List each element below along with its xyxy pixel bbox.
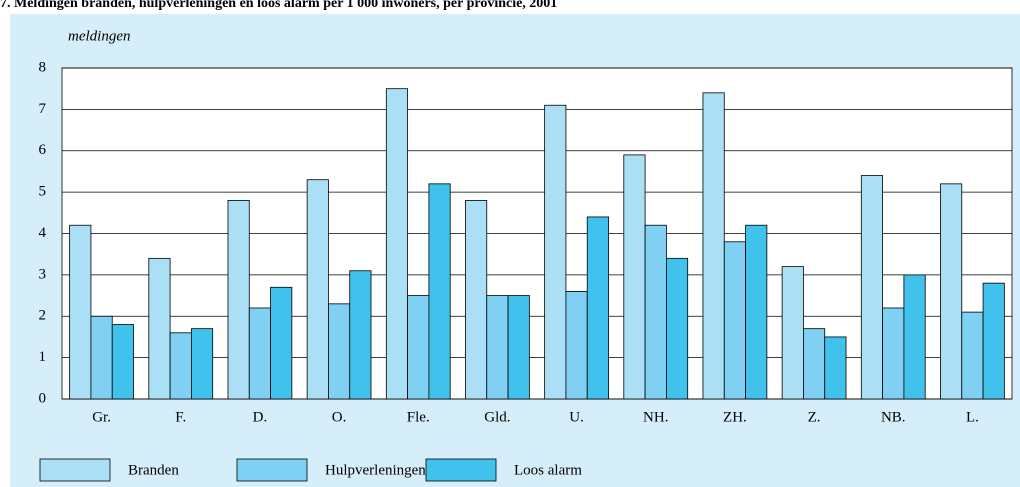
bar [824, 336, 847, 400]
bar [248, 307, 271, 400]
y-tick-label: 3 [39, 266, 47, 282]
bar [623, 154, 646, 400]
y-axis-label: meldingen [68, 28, 130, 44]
x-tick-label: Gr. [92, 409, 111, 425]
bar [803, 328, 826, 400]
legend-label: Hulpverleningen [325, 462, 426, 478]
y-tick-label: 0 [39, 390, 47, 406]
bar [860, 175, 883, 400]
bar [961, 311, 984, 400]
bar [666, 257, 689, 400]
x-tick-label: Fle. [407, 409, 430, 425]
chart-title: 7. Meldingen branden, hulpverleningen en… [0, 0, 557, 11]
bar [882, 307, 905, 400]
bar [586, 216, 609, 400]
bar [486, 295, 509, 400]
bar [385, 88, 408, 400]
y-tick-label: 5 [39, 184, 47, 200]
bar [723, 241, 746, 400]
bar [428, 183, 451, 400]
x-tick-label: NH. [643, 409, 668, 425]
bar [702, 92, 725, 400]
x-tick-label: F. [175, 409, 186, 425]
x-tick-label: Gld. [484, 409, 510, 425]
bar [465, 199, 488, 400]
y-tick-label: 2 [39, 308, 47, 324]
legend-label: Branden [128, 462, 179, 478]
bar [306, 179, 329, 400]
bar [745, 224, 768, 400]
bar [190, 328, 214, 400]
bar [111, 324, 134, 400]
bar [169, 332, 192, 400]
bar [565, 291, 588, 400]
bar [781, 266, 804, 400]
x-tick-label: O. [332, 409, 347, 425]
bar [349, 270, 372, 400]
y-tick-label: 4 [39, 225, 47, 241]
bar [69, 224, 92, 400]
bar [903, 274, 926, 400]
x-tick-label: L. [966, 409, 979, 425]
x-tick-label: Z. [808, 409, 821, 425]
bar [148, 257, 171, 400]
bar [407, 295, 430, 400]
bar [982, 282, 1005, 400]
y-tick-label: 7 [39, 101, 47, 117]
legend-label: Loos alarm [514, 462, 582, 478]
y-tick-label: 1 [39, 349, 47, 365]
y-tick-label: 8 [39, 59, 47, 75]
bar [227, 199, 250, 400]
legend-swatch [39, 458, 111, 482]
bar [544, 104, 567, 400]
bar [90, 315, 113, 400]
bar [507, 295, 530, 400]
x-tick-label: ZH. [723, 409, 747, 425]
x-tick-label: NB. [881, 409, 906, 425]
bar [940, 183, 963, 400]
legend-swatch [425, 458, 497, 482]
y-tick-label: 6 [39, 142, 47, 158]
bar [328, 303, 351, 400]
x-tick-label: U. [569, 409, 584, 425]
bar [644, 224, 667, 400]
x-tick-label: D. [253, 409, 268, 425]
bar [270, 286, 293, 400]
legend-swatch [236, 458, 308, 482]
